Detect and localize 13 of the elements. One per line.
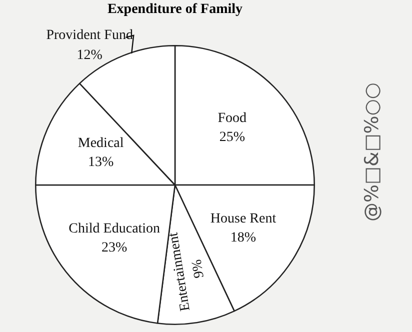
data-label: 9% bbox=[190, 258, 208, 280]
slice-label: Child Education bbox=[68, 222, 160, 237]
slice-label: Food bbox=[218, 111, 247, 126]
data-label: 18% bbox=[230, 230, 256, 246]
text: @%□&□%○○ bbox=[361, 82, 383, 222]
data-label: 25% bbox=[219, 130, 246, 146]
slice-label: Provident Fund bbox=[46, 28, 133, 44]
slice-label: Medical bbox=[78, 136, 124, 152]
data-label: 13% bbox=[88, 155, 114, 170]
chart-title: Expenditure of Family bbox=[106, 2, 244, 18]
data-label: 23% bbox=[102, 240, 128, 256]
slice-label: House Rent bbox=[210, 211, 276, 226]
data-label: 12% bbox=[76, 48, 103, 64]
